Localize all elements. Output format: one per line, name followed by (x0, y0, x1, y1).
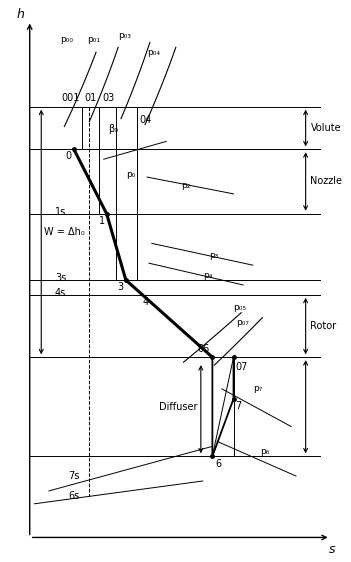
Text: p₀₇: p₀₇ (237, 318, 250, 327)
Text: 1: 1 (99, 216, 105, 226)
Text: p₀₁: p₀₁ (87, 35, 100, 44)
Text: p₀: p₀ (126, 170, 135, 179)
Text: s: s (329, 543, 336, 556)
Text: 3: 3 (118, 282, 124, 292)
Text: 3s: 3s (55, 273, 66, 283)
Text: h: h (16, 8, 24, 21)
Text: p₀₃: p₀₃ (118, 31, 131, 40)
Text: 0: 0 (65, 151, 71, 161)
Text: Diffuser: Diffuser (159, 402, 198, 412)
Text: p₀₀: p₀₀ (60, 35, 73, 44)
Text: p₃: p₃ (210, 251, 219, 260)
Text: 6: 6 (215, 459, 221, 469)
Text: Nozzle: Nozzle (310, 176, 343, 187)
Text: 01: 01 (85, 93, 97, 103)
Text: Rotor: Rotor (310, 321, 337, 331)
Text: 07: 07 (236, 362, 248, 372)
Text: p₆: p₆ (260, 447, 270, 456)
Text: W = Δh₀: W = Δh₀ (44, 227, 85, 237)
Text: 6s: 6s (68, 491, 80, 501)
Text: β₀: β₀ (108, 124, 118, 134)
Text: p₂: p₂ (181, 182, 190, 191)
Text: p₄: p₄ (203, 270, 212, 279)
Text: p₀₄: p₀₄ (147, 48, 160, 57)
Text: 04: 04 (139, 115, 152, 125)
Text: 1s: 1s (55, 207, 66, 217)
Text: 06: 06 (197, 345, 210, 354)
Text: p₇: p₇ (253, 384, 262, 393)
Text: 001: 001 (61, 93, 80, 103)
Text: p₀₅: p₀₅ (233, 303, 246, 312)
Text: 4: 4 (142, 297, 148, 307)
Text: 7: 7 (236, 401, 242, 411)
Text: 4s: 4s (55, 288, 66, 298)
Text: 03: 03 (102, 93, 114, 103)
Text: Volute: Volute (310, 123, 341, 133)
Text: 7s: 7s (68, 471, 80, 481)
